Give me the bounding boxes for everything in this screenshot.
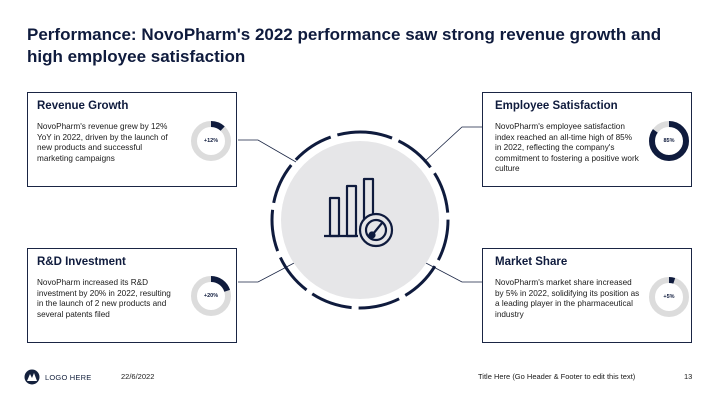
card-text-market: NovoPharm's market share increased by 5%…	[495, 278, 640, 319]
logo-text: LOGO HERE	[45, 372, 92, 382]
footer-date: 22/6/2022	[121, 372, 155, 381]
connector-market	[423, 261, 482, 283]
card-text-revenue: NovoPharm's revenue grew by 12% YoY in 2…	[37, 122, 168, 163]
center-outer-ring	[270, 130, 450, 310]
card-text-employee: NovoPharm's employee satisfaction index …	[495, 122, 639, 174]
logo-icon	[24, 369, 40, 385]
card-title-employee: Employee Satisfaction	[495, 100, 618, 112]
center-inner-circle	[281, 141, 439, 299]
card-revenue-growth: Revenue Growth NovoPharm's revenue grew …	[27, 92, 237, 187]
connector-employee	[423, 126, 482, 163]
connector-revenue	[238, 139, 297, 163]
bar-chart-gauge-icon	[324, 177, 394, 248]
connector-rnd	[238, 261, 297, 283]
donut-market: +5%	[648, 276, 690, 318]
slide-title: Performance: NovoPharm's 2022 performanc…	[27, 25, 662, 66]
donut-employee: 85%	[648, 120, 690, 162]
donut-label-market: +5%	[663, 294, 675, 300]
center-graphic	[268, 128, 452, 312]
card-market-share: Market Share NovoPharm's market share in…	[482, 248, 692, 343]
card-title-market: Market Share	[495, 256, 568, 268]
page-number: 13	[684, 372, 693, 381]
footer-logo: LOGO HERE	[24, 369, 91, 385]
donut-label-revenue: +12%	[203, 138, 219, 144]
card-title-revenue: Revenue Growth	[37, 100, 129, 112]
donut-revenue: +12%	[190, 120, 232, 162]
card-text-rnd: NovoPharm increased its R&D investment b…	[37, 278, 171, 319]
card-title-rnd: R&D Investment	[37, 256, 126, 268]
footer-title: Title Here (Go Header & Footer to edit t…	[478, 372, 636, 381]
donut-label-employee: 85%	[663, 138, 675, 144]
donut-label-rnd: +20%	[203, 293, 219, 299]
card-employee-satisfaction: Employee Satisfaction NovoPharm's employ…	[482, 92, 692, 187]
card-rnd-investment: R&D Investment NovoPharm increased its R…	[27, 248, 237, 343]
donut-rnd: +20%	[190, 275, 232, 317]
